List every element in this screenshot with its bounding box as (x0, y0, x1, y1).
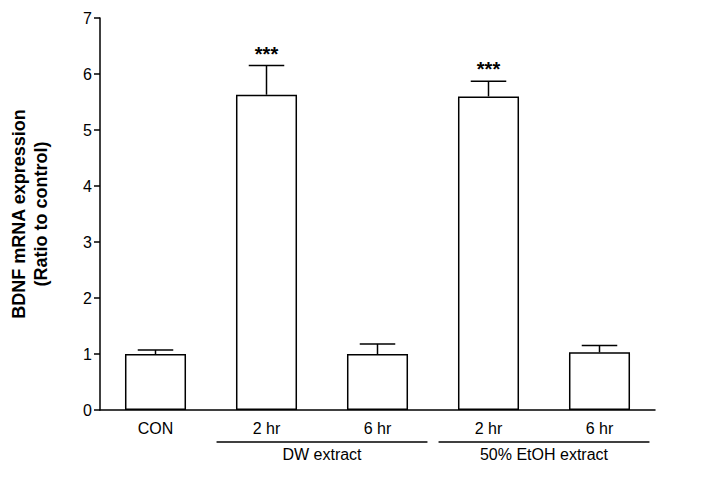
svg-text:DW extract: DW extract (282, 446, 362, 463)
svg-text:6 hr: 6 hr (586, 420, 614, 437)
svg-text:7: 7 (83, 10, 92, 27)
svg-text:50% EtOH extract: 50% EtOH extract (480, 446, 609, 463)
svg-text:5: 5 (83, 122, 92, 139)
svg-text:2 hr: 2 hr (253, 420, 281, 437)
svg-text:2: 2 (83, 290, 92, 307)
svg-text:***: *** (255, 43, 279, 65)
svg-text:6: 6 (83, 66, 92, 83)
svg-text:(Ratio to control): (Ratio to control) (31, 142, 51, 287)
svg-text:6 hr: 6 hr (364, 420, 392, 437)
svg-text:***: *** (477, 58, 501, 80)
svg-text:BDNF mRNA expression: BDNF mRNA expression (9, 109, 29, 318)
svg-text:2 hr: 2 hr (475, 420, 503, 437)
svg-text:CON: CON (138, 420, 174, 437)
svg-text:0: 0 (83, 402, 92, 419)
svg-text:1: 1 (83, 346, 92, 363)
svg-text:4: 4 (83, 178, 92, 195)
svg-text:3: 3 (83, 234, 92, 251)
